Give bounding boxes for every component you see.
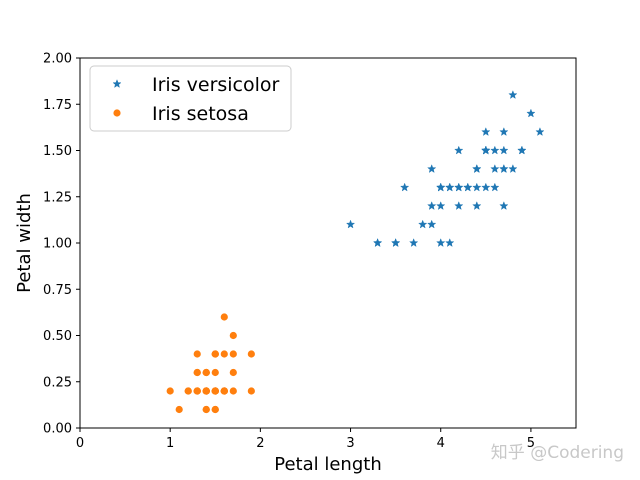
versicolor-point <box>427 219 437 229</box>
legend-label: Iris versicolor <box>152 74 280 96</box>
versicolor-point <box>499 145 509 155</box>
setosa-point <box>247 350 255 358</box>
legend-star-marker <box>112 79 122 88</box>
versicolor-point <box>445 238 455 247</box>
versicolor-point <box>526 108 536 118</box>
setosa-point <box>202 387 210 395</box>
versicolor-point <box>472 182 482 192</box>
y-tick-label: 0.50 <box>43 329 72 344</box>
versicolor-point <box>490 182 500 192</box>
versicolor-point <box>535 127 545 136</box>
versicolor-point <box>499 201 509 210</box>
y-tick-label: 1.25 <box>43 190 72 205</box>
setosa-point <box>193 350 201 358</box>
versicolor-point <box>508 164 518 173</box>
setosa-point <box>211 387 219 395</box>
x-tick-label: 2 <box>256 436 264 451</box>
setosa-point <box>220 313 228 321</box>
watermark-text: 知乎 @Codering <box>491 443 624 463</box>
versicolor-point <box>372 238 383 247</box>
setosa-point <box>175 405 183 414</box>
versicolor-point <box>472 164 482 173</box>
versicolor-point <box>399 182 410 192</box>
versicolor-point <box>517 145 527 155</box>
y-tick-label: 1.75 <box>43 98 72 113</box>
versicolor-point <box>454 201 464 210</box>
setosa-point <box>229 350 237 358</box>
setosa-point <box>166 387 174 395</box>
legend: Iris versicolor Iris setosa <box>89 65 292 132</box>
versicolor-point <box>472 201 482 210</box>
versicolor-point <box>481 127 491 136</box>
versicolor-point <box>345 219 356 229</box>
versicolor-point <box>454 182 464 192</box>
x-tick-label: 0 <box>76 436 84 451</box>
setosa-point <box>211 368 219 377</box>
versicolor-point <box>463 182 473 192</box>
y-tick-label: 0.75 <box>43 283 72 298</box>
y-tick-label: 1.00 <box>43 237 72 252</box>
versicolor-point <box>490 145 500 155</box>
setosa-point <box>220 387 228 395</box>
versicolor-point <box>418 219 428 229</box>
setosa-point <box>220 350 228 358</box>
y-tick-label: 0.25 <box>43 375 72 390</box>
versicolor-point <box>499 164 509 173</box>
setosa-point <box>229 331 237 340</box>
x-tick-label: 4 <box>437 436 445 451</box>
legend-label: Iris setosa <box>152 103 249 125</box>
versicolor-point <box>490 164 500 173</box>
y-axis: 0.00 0.25 0.50 0.75 1.00 1.25 1.50 1.75 2.00 <box>43 52 80 437</box>
versicolor-point <box>427 201 437 210</box>
setosa-point <box>247 387 255 395</box>
versicolor-point <box>427 164 437 173</box>
y-axis-label: Petal width <box>14 193 35 293</box>
y-tick-label: 2.00 <box>43 52 72 67</box>
x-axis-label: Petal length <box>274 454 381 475</box>
x-tick-label: 3 <box>346 436 354 451</box>
x-tick-label: 5 <box>527 436 535 451</box>
versicolor-point <box>409 238 419 247</box>
setosa-point <box>211 405 219 414</box>
versicolor-point <box>436 182 446 192</box>
versicolor-point <box>454 145 464 155</box>
y-tick-label: 0.00 <box>43 422 72 437</box>
setosa-point <box>202 368 210 377</box>
y-tick-label: 1.50 <box>43 144 72 159</box>
setosa-point <box>193 368 201 377</box>
versicolor-point <box>436 201 446 210</box>
x-axis: 0 1 2 3 4 5 <box>76 428 535 451</box>
versicolor-point <box>445 182 455 192</box>
setosa-point <box>229 387 237 395</box>
setosa-point <box>229 368 237 377</box>
versicolor-point <box>436 238 446 247</box>
versicolor-point <box>481 182 491 192</box>
versicolor-point <box>481 145 491 155</box>
setosa-point <box>184 387 192 395</box>
legend-box <box>89 65 292 132</box>
versicolor-point <box>390 238 401 247</box>
legend-circle-marker <box>113 109 121 117</box>
versicolor-point <box>508 90 518 99</box>
data-points <box>166 90 545 414</box>
versicolor-point <box>499 127 509 136</box>
setosa-point <box>211 350 219 358</box>
x-tick-label: 1 <box>166 436 174 451</box>
setosa-point <box>193 387 201 395</box>
setosa-point <box>202 405 210 414</box>
